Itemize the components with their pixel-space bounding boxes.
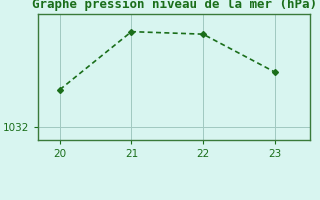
Title: Graphe pression niveau de la mer (hPa): Graphe pression niveau de la mer (hPa) <box>32 0 317 11</box>
